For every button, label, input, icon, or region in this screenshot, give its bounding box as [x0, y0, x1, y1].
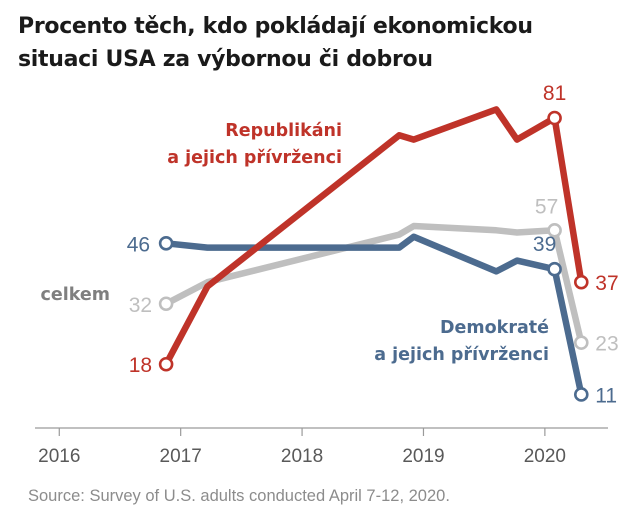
x-axis: 2016 2017 2018 2019 2020 [35, 427, 608, 467]
data-point-marker [547, 110, 562, 126]
data-label-first: 32 [129, 294, 152, 317]
data-label-peak: 57 [535, 195, 558, 218]
series-name-overall: celkem [40, 285, 110, 305]
series-name-republicans-line2: a jejich přívrženci [167, 148, 342, 168]
chart-title-line-1: Procento těch, kdo pokládají ekonomickou [18, 14, 533, 39]
chart-title-line-2: situaci USA za výbornou či dobrou [18, 47, 433, 72]
data-label-end: 11 [595, 384, 617, 407]
series-lines [158, 106, 589, 402]
data-label-first: 46 [127, 233, 150, 256]
data-label-peak: 81 [543, 82, 566, 105]
x-tick-label: 2018 [281, 446, 323, 467]
data-label-end: 23 [595, 333, 618, 356]
series-name-democrats-line1: Demokraté [440, 318, 549, 338]
x-tick-label: 2017 [160, 446, 202, 467]
series-line [162, 233, 585, 398]
source-note: Source: Survey of U.S. adults conducted … [28, 487, 450, 505]
data-point-marker [573, 274, 589, 290]
data-point-marker [158, 296, 174, 312]
data-label-peak: 39 [533, 233, 556, 256]
data-point-marker [158, 235, 174, 251]
x-tick-label: 2016 [38, 446, 80, 467]
data-point-marker [547, 261, 562, 277]
data-point-marker [573, 335, 589, 350]
data-point-marker [573, 387, 589, 402]
data-label-end: 37 [595, 272, 618, 295]
data-labels: 18 81 37 32 57 23 46 39 11 Republikáni a jejich př… [40, 82, 618, 407]
series-name-democrats-line2: a jejich přívrženci [374, 345, 549, 365]
chart-title: Procento těch, kdo pokládají ekonomickou… [18, 10, 618, 76]
data-point-marker [547, 223, 562, 238]
x-tick-label: 2019 [402, 446, 444, 467]
series-name-republicans-line1: Republikáni [225, 121, 342, 141]
data-label-first: 18 [129, 354, 152, 377]
data-point-marker [158, 356, 174, 372]
x-tick-label: 2020 [524, 446, 566, 467]
